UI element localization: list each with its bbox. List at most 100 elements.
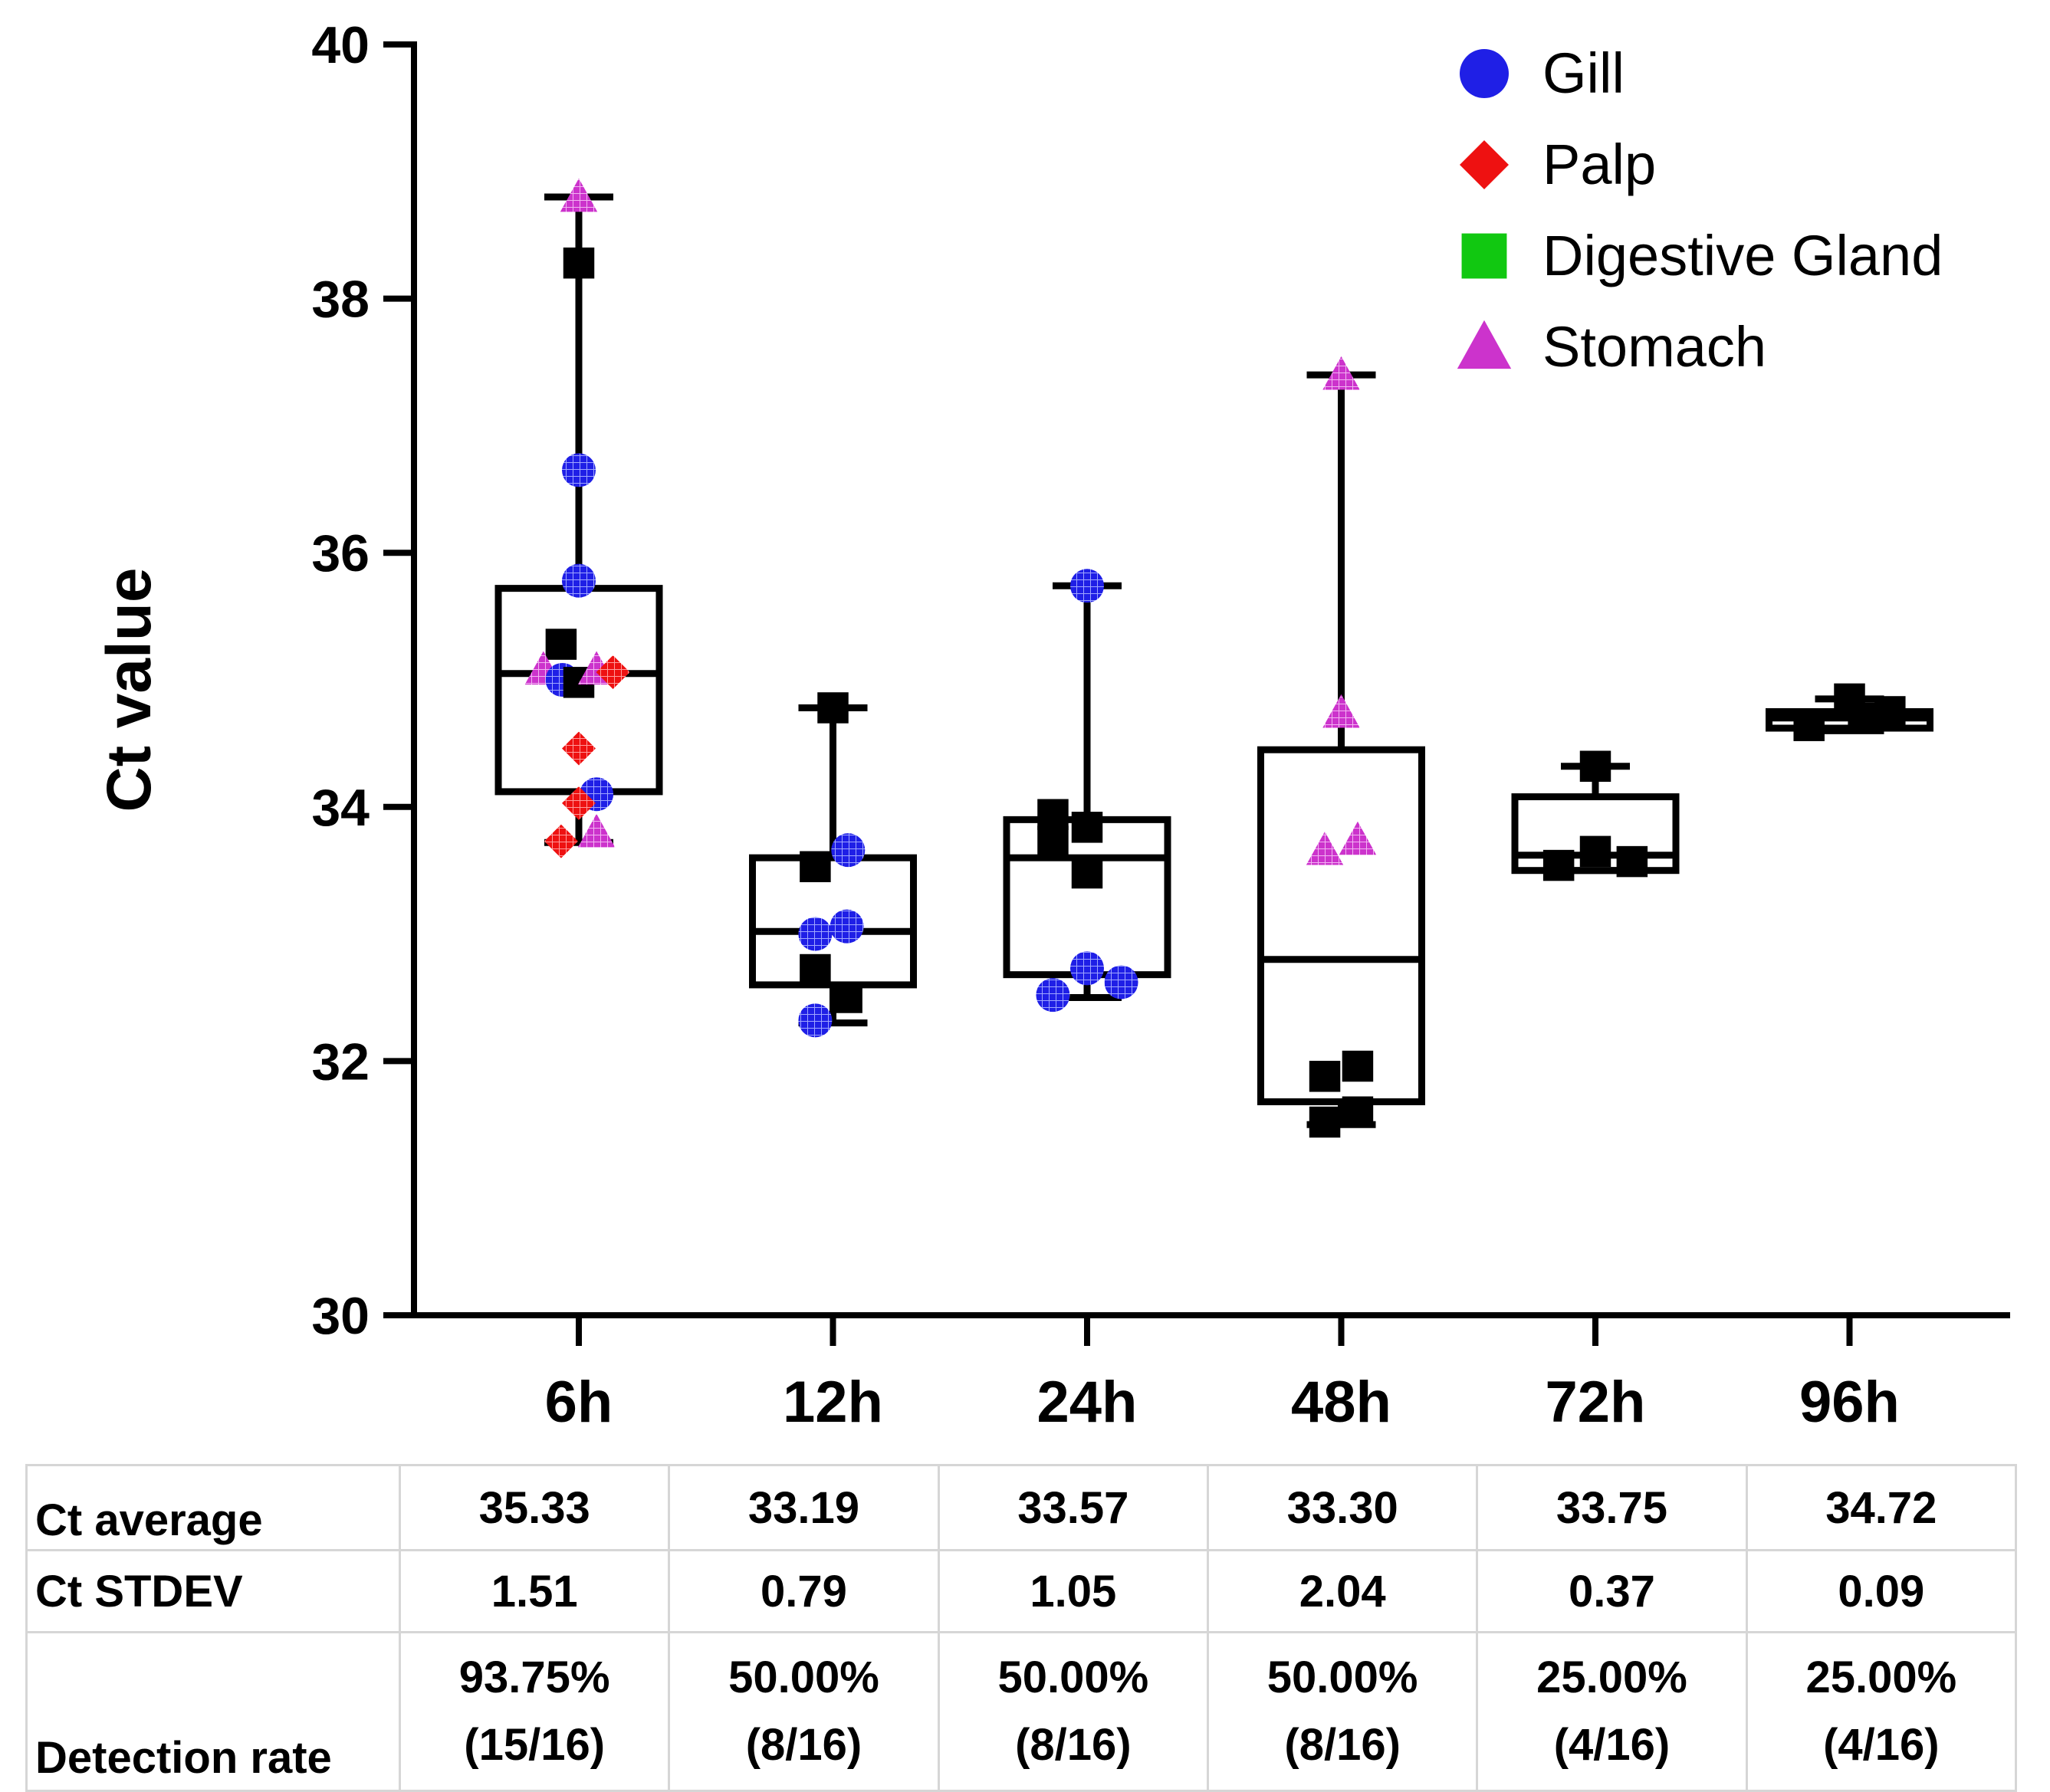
data-point-palp (596, 655, 630, 690)
table-cell: 25.00% (4/16) (1745, 1631, 2018, 1792)
x-tick-label: 48h (1291, 1370, 1391, 1435)
box-12h (749, 704, 917, 1027)
y-tick-label: 36 (311, 524, 370, 583)
statistics-table: Ct average 35.33 33.19 33.57 33.30 33.75 34.72… (25, 1464, 2018, 1792)
table-cell: 33.57 (937, 1464, 1209, 1551)
detection-percent: 50.00% (728, 1653, 879, 1702)
legend-item-gill: Gill (1460, 41, 1625, 105)
data-point-gill (798, 917, 833, 951)
legend-marker-diamond (1460, 140, 1509, 189)
data-point-digestive-gland (1342, 1050, 1374, 1082)
x-tick-label: 96h (1799, 1370, 1900, 1435)
data-point-stomach (560, 178, 598, 212)
row-label: Detection rate (25, 1631, 401, 1792)
data-point-digestive-gland (1071, 812, 1103, 843)
legend-item-digestive-gland: Digestive Gland (1461, 224, 1943, 287)
row-label: Ct STDEV (25, 1549, 401, 1633)
data-point-digestive-gland (1037, 799, 1069, 830)
detection-count: (8/16) (1015, 1720, 1132, 1770)
data-point-gill (1070, 569, 1104, 603)
data-point-digestive-gland (1071, 857, 1103, 889)
data-point-stomach (1322, 356, 1360, 390)
data-point-digestive-gland (1874, 696, 1906, 727)
detection-count: (4/16) (1823, 1720, 1940, 1770)
legend-label: Stomach (1542, 315, 1766, 379)
table-cell: 33.75 (1476, 1464, 1748, 1551)
table-cell: 33.19 (668, 1464, 940, 1551)
data-point-digestive-gland (1579, 835, 1611, 868)
data-point-digestive-gland (1542, 849, 1575, 881)
box-iqr (1257, 746, 1425, 1105)
table-row: Ct STDEV 1.51 0.79 1.05 2.04 0.37 0.09 (25, 1549, 2018, 1633)
data-point-digestive-gland (1848, 702, 1879, 734)
data-point-stomach (1306, 831, 1344, 865)
y-tick-label: 38 (311, 271, 370, 329)
data-point-palp (562, 731, 596, 766)
detection-percent: 93.75% (458, 1653, 610, 1702)
box-48h (1257, 371, 1425, 1128)
table-cell: 33.30 (1206, 1464, 1479, 1551)
data-point-stomach (1322, 694, 1360, 728)
data-point-gill (830, 909, 864, 944)
legend-marker-circle (1460, 49, 1509, 98)
table-cell: 25.00% (4/16) (1476, 1631, 1748, 1792)
data-point-gill (562, 453, 596, 487)
data-point-gill (1036, 978, 1070, 1013)
data-point-digestive-gland (1616, 845, 1648, 878)
x-tick-label: 72h (1546, 1370, 1646, 1435)
legend-item-stomach: Stomach (1457, 315, 1766, 379)
box-plot-chart: 30 32 34 36 38 40 6h 12h 24h 48h 72h 96h Ct value Gi… (94, 16, 2010, 1435)
table-cell: 50.00% (8/16) (1206, 1631, 1479, 1792)
table-row: Detection rate 93.75% (15/16) 50.00% (8/16) 5… (25, 1631, 2018, 1792)
data-point-palp (562, 786, 596, 820)
table-cell: 35.33 (398, 1464, 671, 1551)
table-cell: 0.79 (668, 1549, 940, 1633)
x-tick-label: 12h (783, 1370, 883, 1435)
data-point-palp (544, 824, 578, 858)
data-point-stomach (577, 813, 616, 848)
table-cell: 93.75% (15/16) (398, 1631, 671, 1792)
legend-item-palp: Palp (1460, 133, 1656, 196)
data-point-digestive-gland (1037, 825, 1069, 857)
data-point-stomach (1339, 821, 1377, 855)
data-point-gill (1070, 951, 1104, 986)
row-label: Ct average (25, 1464, 401, 1551)
x-tick-label: 6h (545, 1370, 613, 1435)
y-tick-label: 40 (311, 16, 370, 74)
table-cell: 0.37 (1476, 1549, 1748, 1633)
y-axis-title: Ct value (94, 568, 164, 812)
detection-percent: 50.00% (1266, 1653, 1418, 1702)
table-row: Ct average 35.33 33.19 33.57 33.30 33.75 34.72 (25, 1464, 2018, 1551)
legend-marker-triangle (1457, 320, 1512, 369)
table-cell: 50.00% (8/16) (668, 1631, 940, 1792)
data-point-digestive-gland (800, 953, 831, 986)
detection-percent: 25.00% (1805, 1653, 1957, 1702)
table-cell: 1.05 (937, 1549, 1209, 1633)
data-point-digestive-gland (1309, 1061, 1341, 1092)
data-point-digestive-gland (1309, 1106, 1341, 1138)
data-point-digestive-gland (817, 692, 849, 724)
data-point-digestive-gland (800, 851, 831, 882)
legend-label: Gill (1542, 41, 1625, 105)
data-point-digestive-gland (1342, 1096, 1374, 1127)
detection-count: (8/16) (745, 1720, 862, 1770)
detection-percent: 50.00% (997, 1653, 1149, 1702)
detection-count: (15/16) (464, 1720, 606, 1770)
data-point-digestive-gland (1579, 750, 1611, 782)
legend-label: Digestive Gland (1542, 224, 1943, 287)
y-tick-label: 34 (311, 779, 370, 837)
detection-count: (4/16) (1553, 1720, 1671, 1770)
data-point-gill (831, 833, 866, 868)
table-cell: 50.00% (8/16) (937, 1631, 1209, 1792)
detection-percent: 25.00% (1536, 1653, 1687, 1702)
box-iqr (1003, 816, 1171, 979)
y-tick-label: 30 (311, 1287, 370, 1345)
data-point-gill (798, 1003, 833, 1038)
table-cell: 34.72 (1745, 1464, 2018, 1551)
data-point-digestive-gland (563, 247, 595, 279)
y-tick-label: 32 (311, 1032, 370, 1091)
detection-count: (8/16) (1284, 1720, 1401, 1770)
data-point-digestive-gland (831, 982, 862, 1013)
x-tick-label: 24h (1037, 1370, 1138, 1435)
legend-label: Palp (1542, 133, 1656, 196)
